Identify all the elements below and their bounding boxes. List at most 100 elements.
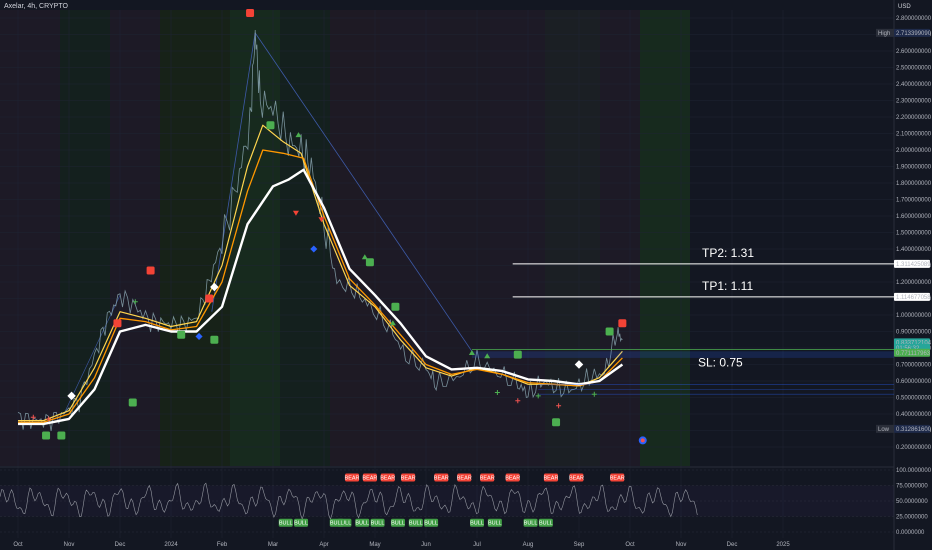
up-triangle: [361, 254, 368, 260]
x-tick-label: Mar: [268, 542, 278, 548]
level-label-tp1: TP1: 1.11: [702, 279, 753, 293]
signal-badge-bull: [523, 518, 538, 527]
signal-label-bull: BULL: [524, 521, 538, 527]
signal-label-bear: BEAR: [505, 475, 520, 481]
osc-tick-label: 0.0000000: [896, 530, 925, 536]
sell-signal-marker: [113, 319, 122, 328]
signal-label-bull: BULL: [391, 521, 405, 527]
y-tick-label: 1.900000000: [896, 165, 932, 171]
osc-tick-label: 75.0000000: [896, 484, 928, 490]
last-price: 0.833712104: [896, 340, 932, 346]
osc-tick-label: 50.0000000: [896, 499, 928, 505]
currency-label: USD: [898, 4, 911, 10]
session-band: [640, 10, 690, 466]
y-tick-label: 2.100000000: [896, 132, 932, 138]
x-tick-label: Dec: [727, 542, 738, 548]
sell-signal-marker: [246, 9, 255, 18]
session-band: [380, 10, 440, 466]
session-band: [600, 10, 640, 466]
x-tick-label: Jun: [421, 542, 431, 548]
osc-band: [0, 485, 894, 517]
session-band: [0, 10, 60, 466]
high-price-tag: High: [878, 31, 890, 37]
x-tick-label: 2024: [164, 542, 178, 548]
signal-label-bull: BULL: [371, 521, 385, 527]
signal-label-bear: BEAR: [543, 475, 558, 481]
signal-badge-bull: [538, 518, 553, 527]
y-tick-label: 0.900000000: [896, 330, 932, 336]
signal-badge-bull: [278, 518, 293, 527]
oscillator-line: [0, 482, 698, 521]
low-price: 0.312861600: [896, 427, 932, 433]
x-tick-label: Dec: [115, 542, 126, 548]
signal-badge-bear: [569, 473, 584, 482]
signal-badge-bear: [345, 473, 360, 482]
y-tick-label: 2.800000000: [896, 16, 932, 22]
session-band: [440, 10, 490, 466]
signal-label-bull: BULL: [279, 521, 293, 527]
y-tick-label: 0.500000000: [896, 396, 932, 402]
y-tick-label: 1.800000000: [896, 181, 932, 187]
y-tick-label: 1.600000000: [896, 214, 932, 220]
price-line: [17, 29, 623, 432]
low-price-bg: [894, 424, 930, 433]
x-tick-label: Oct: [13, 542, 23, 548]
tp1-axis-price: 1.114677058: [896, 295, 931, 301]
sl-axis-price-bg: [894, 348, 930, 357]
blue-diamond-marker: [195, 332, 203, 340]
high-price: 2.713399090: [896, 31, 932, 37]
level-label-sl: SL: 0.75: [698, 355, 743, 369]
sell-signal-marker: [146, 266, 155, 275]
y-tick-label: 1.200000000: [896, 280, 932, 286]
signal-badge-bear: [362, 473, 377, 482]
up-triangle: [484, 353, 491, 359]
y-tick-label: 2.600000000: [896, 49, 932, 55]
buy-signal-marker: [513, 350, 522, 359]
signal-label-bear: BEAR: [345, 475, 360, 481]
session-band: [110, 10, 160, 466]
signal-label-bull: BULL: [294, 521, 308, 527]
buy-signal-marker: [42, 431, 51, 440]
y-tick-label: 2.000000000: [896, 148, 932, 154]
y-tick-label: 1.500000000: [896, 231, 932, 237]
low-price-tag: Low: [878, 427, 890, 433]
signal-badge-bull: [355, 518, 370, 527]
diamond-marker: [210, 282, 219, 292]
cross-marker: [556, 403, 562, 409]
y-tick-label: 1.400000000: [896, 247, 932, 253]
x-tick-label: Sep: [574, 542, 585, 548]
y-tick-label: 1.700000000: [896, 198, 932, 204]
signal-badge-bull: [370, 518, 385, 527]
y-tick-label: 2.500000000: [896, 66, 932, 72]
signal-badge-bear: [380, 473, 395, 482]
signal-badge-bear: [434, 473, 449, 482]
y-tick-label: 0.400000000: [896, 412, 932, 418]
signal-label-bull: BULL: [409, 521, 423, 527]
buy-signal-marker: [391, 302, 400, 311]
signal-label-bull: BULL: [338, 521, 352, 527]
buy-signal-marker: [605, 327, 614, 336]
session-band: [280, 10, 330, 466]
signal-label-bear: BEAR: [434, 475, 449, 481]
signal-label-bear: BEAR: [380, 475, 395, 481]
signal-label-bull: BULL: [355, 521, 369, 527]
y-tick-label: 2.200000000: [896, 115, 932, 121]
x-tick-label: Feb: [217, 542, 228, 548]
signal-badge-bear: [610, 473, 625, 482]
buy-signal-marker: [266, 121, 275, 130]
sell-signal-marker: [205, 294, 214, 303]
signal-label-bull: BULL: [539, 521, 553, 527]
tp2-axis-price: 1.311425089: [896, 262, 931, 268]
osc-tick-label: 25.0000000: [896, 515, 928, 521]
buy-signal-marker: [57, 431, 66, 440]
buy-signal-marker: [552, 418, 561, 427]
tp2-axis-price-bg: [894, 259, 930, 268]
signal-badge-bull: [294, 518, 309, 527]
y-tick-label: 1.000000000: [896, 313, 932, 319]
cross-marker: [515, 398, 521, 404]
osc-tick-label: 100.0000000: [896, 468, 932, 474]
signal-badge-bull: [424, 518, 439, 527]
x-tick-label: Jul: [473, 542, 481, 548]
y-tick-label: 2.400000000: [896, 82, 932, 88]
